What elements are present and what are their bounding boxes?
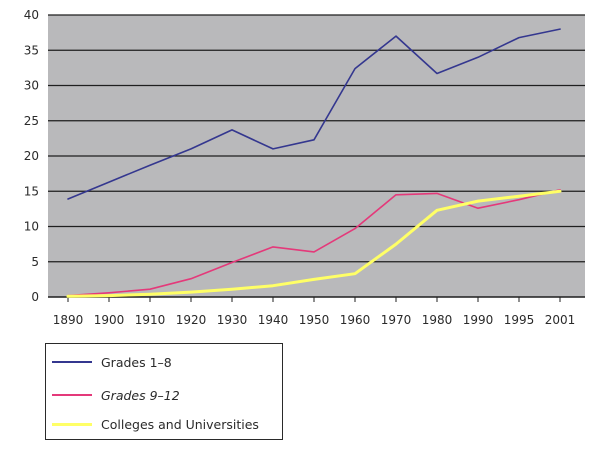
legend-label-grades-1-8: Grades 1–8 [101, 354, 172, 370]
x-tick-label: 1910 [135, 313, 166, 327]
legend-swatch-colleges [52, 422, 92, 426]
gridlines [48, 14, 585, 298]
legend-item-grades-9-12: Grades 9–12 [52, 386, 180, 404]
y-tick-label: 35 [24, 43, 39, 57]
y-tick-label: 10 [24, 220, 39, 234]
y-tick-label: 40 [24, 8, 39, 22]
x-tick-label: 1980 [422, 313, 453, 327]
x-tick-label: 1970 [381, 313, 412, 327]
legend-swatch-grades-1-8 [52, 361, 92, 363]
x-axis-tick-labels: 1890 1900 1910 1920 1930 1940 1950 1960 1970 1980… [53, 297, 576, 327]
legend-item-grades-1-8: Grades 1–8 [52, 353, 172, 371]
x-tick-label: 1950 [299, 313, 330, 327]
series-lines [66, 28, 562, 298]
x-tick-label: 1890 [53, 313, 84, 327]
y-tick-label: 30 [24, 79, 39, 93]
x-tick-label: 1990 [463, 313, 494, 327]
x-tick-label: 2001 [545, 313, 576, 327]
legend: Grades 1–8 Grades 9–12 Colleges and Univ… [45, 343, 283, 440]
x-tick-label: 1995 [504, 313, 535, 327]
x-tick-label: 1900 [94, 313, 125, 327]
y-tick-label: 20 [24, 149, 39, 163]
legend-label-grades-9-12: Grades 9–12 [101, 387, 180, 403]
y-axis-tick-labels: 0 5 10 15 20 25 30 35 40 [24, 8, 39, 304]
legend-item-colleges: Colleges and Universities [52, 415, 259, 433]
series-line-1 [67, 189, 561, 297]
series-line-2 [66, 189, 562, 298]
y-tick-label: 25 [24, 114, 39, 128]
legend-label-colleges: Colleges and Universities [101, 416, 259, 432]
y-tick-label: 15 [24, 184, 39, 198]
legend-swatch-grades-9-12 [52, 394, 92, 396]
series-line-0 [67, 28, 561, 200]
x-tick-label: 1960 [340, 313, 371, 327]
y-tick-label: 0 [31, 290, 39, 304]
x-tick-label: 1940 [258, 313, 289, 327]
x-tick-label: 1930 [217, 313, 248, 327]
x-tick-label: 1920 [176, 313, 207, 327]
y-tick-label: 5 [31, 255, 39, 269]
